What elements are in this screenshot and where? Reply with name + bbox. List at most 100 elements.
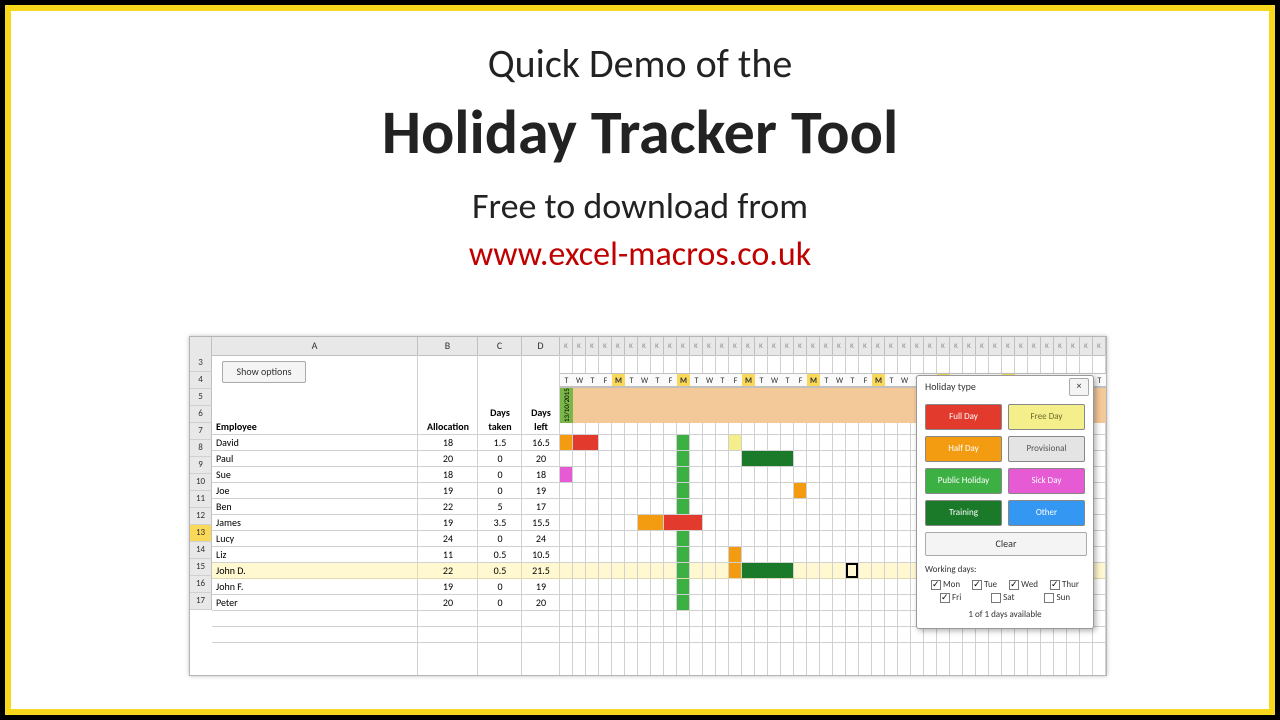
day-letter: T bbox=[651, 373, 664, 387]
holiday-block-sick_day[interactable] bbox=[560, 467, 572, 482]
checkbox-fri[interactable] bbox=[940, 593, 950, 603]
day-letter: F bbox=[599, 373, 612, 387]
day-letter: T bbox=[560, 373, 573, 387]
holiday-block-free_day[interactable] bbox=[729, 435, 741, 450]
holiday-type-training[interactable]: Training bbox=[925, 500, 1002, 526]
holiday-type-other[interactable]: Other bbox=[1008, 500, 1085, 526]
column-headers: ABCDKKKKKKKKKKKKKKKKKKKKKKKKKKKKKKKKKKKK… bbox=[190, 337, 1106, 356]
cell-taken: 0 bbox=[478, 451, 522, 467]
checkbox-mon[interactable] bbox=[931, 580, 941, 590]
holiday-type-provisional[interactable]: Provisional bbox=[1008, 436, 1085, 462]
date-cell bbox=[716, 387, 729, 423]
day-letter: W bbox=[833, 373, 846, 387]
row-number: 15 bbox=[190, 559, 212, 576]
title-block: Quick Demo of the Holiday Tracker Tool F… bbox=[11, 11, 1269, 275]
page-frame: Quick Demo of the Holiday Tracker Tool F… bbox=[5, 5, 1275, 715]
popup-close-button[interactable]: × bbox=[1069, 378, 1089, 396]
title-line-2: Holiday Tracker Tool bbox=[11, 94, 1269, 170]
day-letter: T bbox=[716, 373, 729, 387]
cell-left: 18 bbox=[522, 467, 560, 483]
holiday-type-popup: Holiday type × Full DayFree DayHalf DayP… bbox=[916, 375, 1094, 629]
holiday-block-half_day[interactable] bbox=[794, 483, 806, 498]
holiday-type-free-day[interactable]: Free Day bbox=[1008, 404, 1085, 430]
checkbox-thur[interactable] bbox=[1050, 580, 1060, 590]
employee-name: John F. bbox=[216, 579, 414, 595]
holiday-type-public-holiday[interactable]: Public Holiday bbox=[925, 468, 1002, 494]
row-number: 8 bbox=[190, 440, 212, 457]
date-cell bbox=[898, 387, 911, 423]
cell-left: 19 bbox=[522, 483, 560, 499]
employee-name: John D. bbox=[216, 563, 414, 579]
date-cell bbox=[755, 387, 768, 423]
cell-allocation: 18 bbox=[418, 467, 478, 483]
row-numbers: 34567891011121314151617 bbox=[190, 355, 212, 610]
holiday-block-training[interactable] bbox=[742, 563, 793, 578]
header-allocation: Allocation bbox=[418, 419, 478, 435]
cell-taken: 1.5 bbox=[478, 435, 522, 451]
cell-taken: 0 bbox=[478, 579, 522, 595]
day-letter: F bbox=[664, 373, 677, 387]
clear-button[interactable]: Clear bbox=[925, 532, 1087, 556]
cell-left: 19 bbox=[522, 579, 560, 595]
holiday-block-public_holiday[interactable] bbox=[677, 531, 689, 546]
cell-allocation: 22 bbox=[418, 499, 478, 515]
day-letter: M bbox=[872, 373, 885, 387]
holiday-block-public_holiday[interactable] bbox=[677, 435, 689, 450]
show-options-button[interactable]: Show options bbox=[222, 361, 306, 383]
row-number: 7 bbox=[190, 423, 212, 440]
holiday-type-sick-day[interactable]: Sick Day bbox=[1008, 468, 1085, 494]
cell-allocation: 24 bbox=[418, 531, 478, 547]
header-employee: Employee bbox=[216, 419, 414, 435]
popup-body: Full DayFree DayHalf DayProvisionalPubli… bbox=[917, 398, 1093, 628]
date-cell bbox=[651, 387, 664, 423]
holiday-block-public_holiday[interactable] bbox=[677, 467, 689, 482]
employee-name: Lucy bbox=[216, 531, 414, 547]
holiday-block-half_day[interactable] bbox=[729, 563, 741, 578]
holiday-block-training[interactable] bbox=[742, 451, 793, 466]
holiday-block-full_day[interactable] bbox=[573, 435, 598, 450]
date-cell bbox=[625, 387, 638, 423]
row-number: 11 bbox=[190, 491, 212, 508]
holiday-type-half-day[interactable]: Half Day bbox=[925, 436, 1002, 462]
holiday-block-public_holiday[interactable] bbox=[677, 483, 689, 498]
holiday-block-half_day[interactable] bbox=[560, 435, 572, 450]
col-D: D bbox=[522, 337, 560, 355]
checkbox-sat[interactable] bbox=[991, 593, 1001, 603]
row-number: 17 bbox=[190, 593, 212, 610]
title-link[interactable]: www.excel-macros.co.uk bbox=[11, 234, 1269, 275]
date-cell bbox=[1093, 387, 1106, 423]
holiday-block-public_holiday[interactable] bbox=[677, 563, 689, 578]
holiday-block-public_holiday[interactable] bbox=[677, 499, 689, 514]
date-cell bbox=[833, 387, 846, 423]
cell-allocation: 22 bbox=[418, 563, 478, 579]
checkbox-tue[interactable] bbox=[972, 580, 982, 590]
cell-allocation: 20 bbox=[418, 595, 478, 611]
checkbox-sun[interactable] bbox=[1044, 593, 1054, 603]
day-letter: M bbox=[612, 373, 625, 387]
date-cell bbox=[768, 387, 781, 423]
holiday-block-half_day[interactable] bbox=[729, 547, 741, 562]
row-number: 10 bbox=[190, 474, 212, 491]
date-cell bbox=[820, 387, 833, 423]
employee-name: David bbox=[216, 435, 414, 451]
date-cell bbox=[794, 387, 807, 423]
cell-left: 21.5 bbox=[522, 563, 560, 579]
selected-cell[interactable] bbox=[846, 563, 858, 578]
holiday-block-half_day[interactable] bbox=[638, 515, 663, 530]
checkbox-wed[interactable] bbox=[1009, 580, 1019, 590]
row-number: 4 bbox=[190, 372, 212, 389]
day-letter: T bbox=[755, 373, 768, 387]
holiday-type-full-day[interactable]: Full Day bbox=[925, 404, 1002, 430]
holiday-block-public_holiday[interactable] bbox=[677, 451, 689, 466]
holiday-block-public_holiday[interactable] bbox=[677, 547, 689, 562]
day-letter: T bbox=[625, 373, 638, 387]
holiday-block-public_holiday[interactable] bbox=[677, 595, 689, 610]
day-letter: T bbox=[586, 373, 599, 387]
holiday-block-full_day[interactable] bbox=[664, 515, 702, 530]
cell-left: 17 bbox=[522, 499, 560, 515]
popup-title-text: Holiday type bbox=[925, 380, 976, 393]
holiday-block-public_holiday[interactable] bbox=[677, 579, 689, 594]
cell-allocation: 11 bbox=[418, 547, 478, 563]
day-letter: W bbox=[768, 373, 781, 387]
date-cell bbox=[573, 387, 586, 423]
